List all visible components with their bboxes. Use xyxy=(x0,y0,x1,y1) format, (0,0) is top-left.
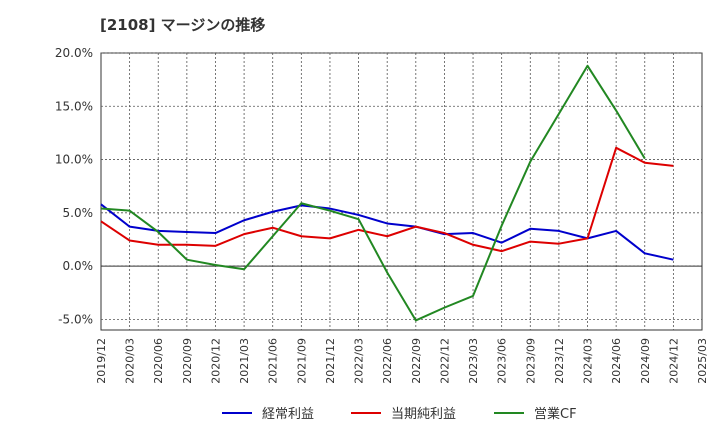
x-tick-label: 2020/06 xyxy=(152,338,165,384)
legend-label-3: 営業CF xyxy=(534,406,577,422)
chart-title: [2108] マージンの推移 xyxy=(100,16,265,34)
x-tick-label: 2023/12 xyxy=(553,338,566,384)
y-tick-label: 0.0% xyxy=(63,259,94,273)
x-tick-label: 2021/03 xyxy=(238,338,251,384)
x-tick-label: 2022/12 xyxy=(438,338,451,384)
x-tick-label: 2025/03 xyxy=(696,338,709,384)
series-lines xyxy=(100,64,674,322)
x-tick-label: 2022/06 xyxy=(381,338,394,384)
x-tick-label: 2024/03 xyxy=(582,338,595,384)
legend-label-2: 当期純利益 xyxy=(391,407,456,422)
legend: 経常利益 当期純利益 営業CF xyxy=(222,406,577,422)
y-tick-label: 20.0% xyxy=(55,46,93,60)
x-tick-label: 2022/03 xyxy=(353,338,366,384)
series-line-1 xyxy=(100,203,674,261)
x-tick-label: 2023/03 xyxy=(467,338,480,384)
x-tick-label: 2024/12 xyxy=(667,338,680,384)
x-tick-label: 2020/09 xyxy=(181,338,194,384)
x-axis-ticks: 2019/12 2020/03 2020/06 2020/09 2020/12 2021/… xyxy=(95,338,709,384)
x-tick-label: 2024/09 xyxy=(639,338,652,384)
plot-area xyxy=(100,52,703,331)
x-tick-label: 2019/12 xyxy=(95,338,108,384)
x-tick-label: 2021/09 xyxy=(295,338,308,384)
y-tick-label: -5.0% xyxy=(58,312,93,326)
y-tick-label: 10.0% xyxy=(55,153,93,167)
y-axis-ticks: -5.0% 0.0% 5.0% 10.0% 15.0% 20.0% xyxy=(55,46,93,326)
y-tick-label: 15.0% xyxy=(55,99,93,113)
x-tick-label: 2024/06 xyxy=(610,338,623,384)
y-tick-label: 5.0% xyxy=(63,206,94,220)
x-tick-label: 2023/06 xyxy=(496,338,509,384)
x-tick-label: 2022/09 xyxy=(410,338,423,384)
x-tick-label: 2020/12 xyxy=(209,338,222,384)
x-tick-label: 2021/12 xyxy=(324,338,337,384)
x-tick-label: 2023/09 xyxy=(524,338,537,384)
series-line-2 xyxy=(100,146,674,253)
legend-label-1: 経常利益 xyxy=(262,407,314,422)
plot-frame xyxy=(100,52,703,331)
x-tick-label: 2020/03 xyxy=(124,338,137,384)
grid-lines xyxy=(101,52,702,330)
x-tick-label: 2021/06 xyxy=(267,338,280,384)
series-line-3 xyxy=(100,64,646,322)
